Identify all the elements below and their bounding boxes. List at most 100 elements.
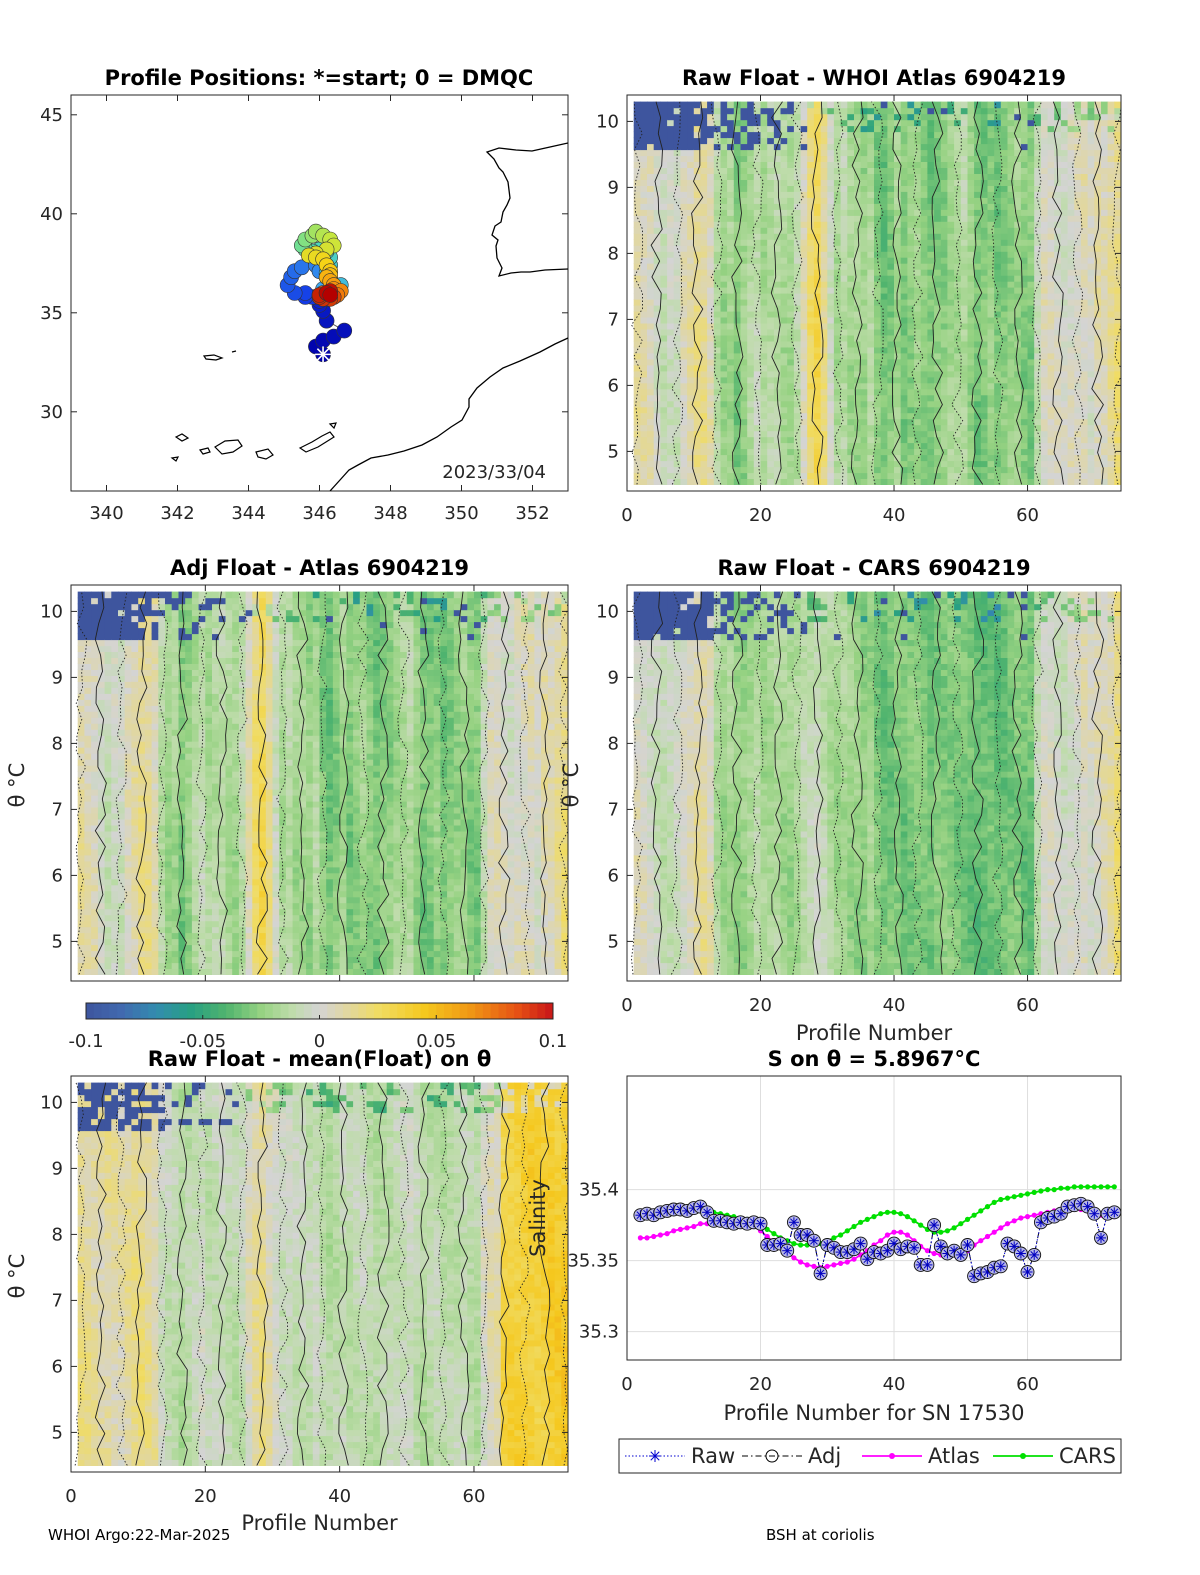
heatmap-cell <box>940 185 949 192</box>
heatmap-cell <box>967 281 975 288</box>
heatmap-cell <box>747 358 755 366</box>
heatmap-cell <box>1107 400 1115 408</box>
heatmap-cell <box>1054 305 1062 312</box>
heatmap-cell <box>747 161 755 168</box>
heatmap-cell <box>920 281 928 288</box>
heatmap-cell <box>647 149 655 157</box>
heatmap-cell <box>847 454 855 462</box>
heatmap-cell <box>980 364 989 372</box>
heatmap-cell <box>854 197 862 204</box>
heatmap-cell <box>787 472 795 479</box>
heatmap-cell <box>667 107 675 115</box>
heatmap-cell <box>1014 305 1022 312</box>
heatmap-cell <box>914 101 922 109</box>
heatmap-cell <box>680 137 688 145</box>
heatmap-cell <box>780 454 788 462</box>
heatmap-cell <box>874 334 882 342</box>
heatmap-cell <box>934 412 942 420</box>
heatmap-cell <box>727 352 735 360</box>
heatmap-cell <box>753 263 762 270</box>
heatmap-cell <box>927 394 935 402</box>
heatmap-cell <box>840 430 848 438</box>
heatmap-cell <box>1034 137 1042 145</box>
heatmap-cell <box>860 430 868 438</box>
heatmap-cell <box>800 209 808 216</box>
heatmap-cell <box>960 370 969 378</box>
heatmap-cell <box>813 227 822 234</box>
heatmap-cell <box>827 161 835 168</box>
heatmap-cell <box>680 316 688 324</box>
heatmap-cell <box>880 466 888 474</box>
heatmap-cell <box>660 263 668 270</box>
heatmap-cell <box>727 406 735 414</box>
heatmap-cell <box>954 293 962 300</box>
heatmap-cell <box>780 376 788 384</box>
heatmap-cell <box>1060 101 1069 109</box>
heatmap-cell <box>940 257 949 264</box>
heatmap-cell <box>707 388 715 396</box>
heatmap-cell <box>1101 209 1109 216</box>
heatmap-cell <box>920 269 928 276</box>
heatmap-cell <box>894 137 902 145</box>
heatmap-cell <box>920 466 928 474</box>
heatmap-cell <box>994 406 1002 414</box>
heatmap-cell <box>967 203 975 210</box>
heatmap-cell <box>720 263 728 270</box>
heatmap-cell <box>813 167 822 174</box>
heatmap-cell <box>800 173 808 180</box>
heatmap-cell <box>1094 400 1102 408</box>
heatmap-cell <box>1074 442 1082 450</box>
heatmap-cell <box>1114 424 1121 432</box>
heatmap-cell <box>847 185 855 192</box>
heatmap-cell <box>1121 167 1128 174</box>
heatmap-cell <box>994 257 1002 264</box>
heatmap-cell <box>1094 370 1102 378</box>
heatmap-cell <box>867 305 875 312</box>
heatmap-cell <box>1047 382 1055 390</box>
heatmap-cell <box>693 454 702 462</box>
heatmap-cell <box>760 430 768 438</box>
heatmap-cell <box>693 406 702 414</box>
heatmap-cell <box>967 340 975 348</box>
heatmap-cell <box>920 310 928 318</box>
heatmap-cell <box>907 454 915 462</box>
heatmap-cell <box>867 460 875 468</box>
heatmap-cell <box>1094 328 1102 336</box>
heatmap-cell <box>1060 107 1069 115</box>
heatmap-cell <box>887 167 895 174</box>
heatmap-cell <box>780 316 788 324</box>
heatmap-cell <box>640 233 648 240</box>
heatmap-cell <box>1054 107 1062 115</box>
heatmap-cell <box>740 119 748 127</box>
heatmap-cell <box>1074 173 1082 180</box>
heatmap-cell <box>667 269 675 276</box>
heatmap-cell <box>1007 334 1015 342</box>
heatmap-cell <box>967 191 975 198</box>
heatmap-cell <box>767 167 775 174</box>
heatmap-cell <box>747 143 755 151</box>
heatmap-cell <box>1114 406 1121 414</box>
heatmap-cell <box>707 358 715 366</box>
heatmap-cell <box>640 125 648 133</box>
heatmap-cell <box>800 346 808 354</box>
heatmap-cell <box>700 125 708 133</box>
heatmap-cell <box>934 466 942 474</box>
heatmap-cell <box>940 101 949 109</box>
heatmap-cell <box>753 478 762 485</box>
heatmap-cell <box>840 406 848 414</box>
heatmap-cell <box>974 346 982 354</box>
heatmap-cell <box>1034 382 1042 390</box>
heatmap-cell <box>1014 101 1022 109</box>
heatmap-cell <box>707 454 715 462</box>
heatmap-cell <box>633 257 641 264</box>
heatmap-cell <box>807 352 815 360</box>
heatmap-cell <box>647 281 655 288</box>
heatmap-cell <box>753 388 762 396</box>
heatmap-cell <box>740 394 748 402</box>
heatmap-cell <box>920 394 928 402</box>
heatmap-cell <box>640 352 648 360</box>
heatmap-cell <box>707 460 715 468</box>
heatmap-cell <box>854 143 862 151</box>
heatmap-cell <box>860 149 868 157</box>
